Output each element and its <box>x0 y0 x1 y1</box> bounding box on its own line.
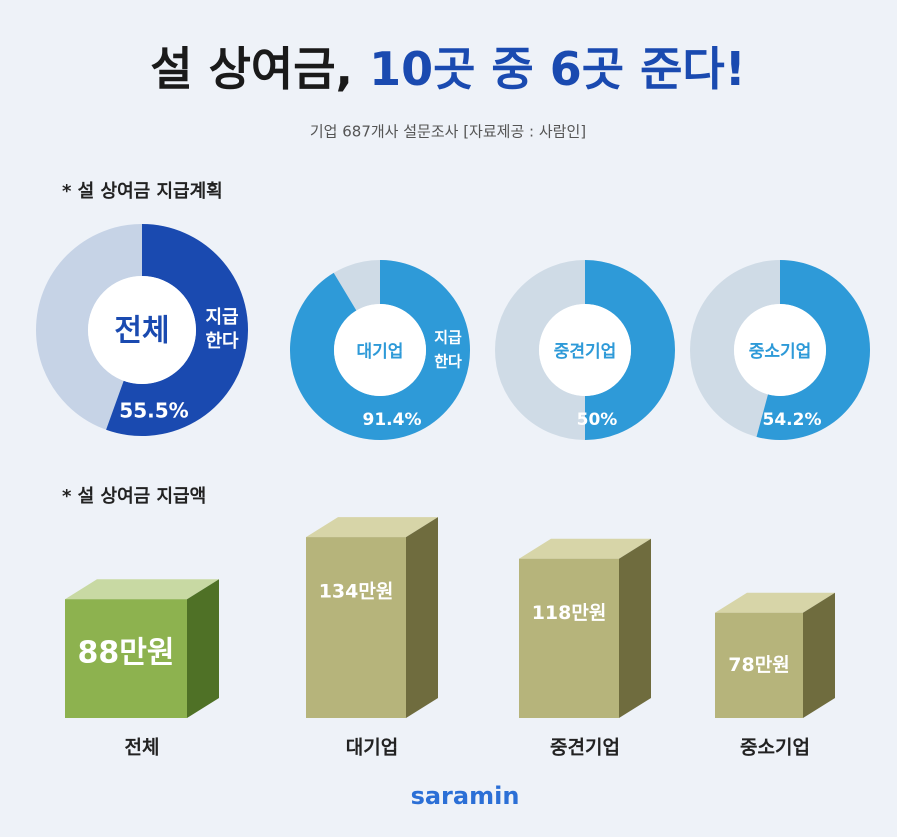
donut-annotation: 한다 <box>434 353 462 371</box>
donut-value-label: 91.4% <box>363 410 422 430</box>
donut-annotation: 한다 <box>205 331 239 352</box>
box-side <box>406 517 438 718</box>
box-value-label: 88만원 <box>78 636 175 671</box>
title-blue: 10곳 중 6곳 준다! <box>369 42 746 96</box>
donut-annotation: 지급 <box>205 307 238 328</box>
box-value-label: 134만원 <box>319 581 394 603</box>
box-front <box>65 599 187 718</box>
category-label: 대기업 <box>346 737 398 759</box>
donut-value-label: 55.5% <box>119 399 188 423</box>
box-value-label: 118만원 <box>532 602 607 624</box>
donut-value-label: 50% <box>577 410 618 430</box>
box-front <box>306 537 406 718</box>
donut-hole <box>539 304 631 396</box>
donut-center-label: 중견기업 <box>554 342 617 362</box>
donut-segment <box>290 260 470 440</box>
donut-center-label: 중소기업 <box>749 342 812 362</box>
category-label: 전체 <box>125 737 160 759</box>
box-value-label: 78만원 <box>728 654 789 676</box>
donut-hole <box>334 304 426 396</box>
donut-center-label: 대기업 <box>357 342 404 362</box>
box-top <box>65 579 219 600</box>
logo: saramin <box>411 782 520 810</box>
donut-center-label: 전체 <box>114 314 169 349</box>
box-top <box>519 538 651 559</box>
box-front <box>715 612 803 718</box>
box-side <box>619 538 651 718</box>
section-title: * 설 상여금 지급계획 <box>62 181 223 202</box>
box-front <box>519 558 619 718</box>
box-top <box>306 517 438 538</box>
donut-annotation: 지급 <box>434 329 462 347</box>
category-label: 중견기업 <box>550 737 620 759</box>
title-black: 설 상여금, <box>150 42 353 96</box>
donut-segment <box>756 260 870 440</box>
donut-value-label: 54.2% <box>763 410 822 430</box>
donut-segment <box>106 224 248 436</box>
title: 설 상여금, 10곳 중 6곳 준다! <box>150 42 745 96</box>
section-title: * 설 상여금 지급액 <box>62 486 206 507</box>
subtitle: 기업 687개사 설문조사 [자료제공 : 사람인] <box>310 123 586 141</box>
donut-hole <box>734 304 826 396</box>
donut-hole <box>88 276 196 384</box>
box-top <box>715 592 835 613</box>
box-side <box>187 579 219 718</box>
donut-segment <box>584 260 675 440</box>
box-side <box>803 592 835 718</box>
category-label: 중소기업 <box>740 737 810 759</box>
